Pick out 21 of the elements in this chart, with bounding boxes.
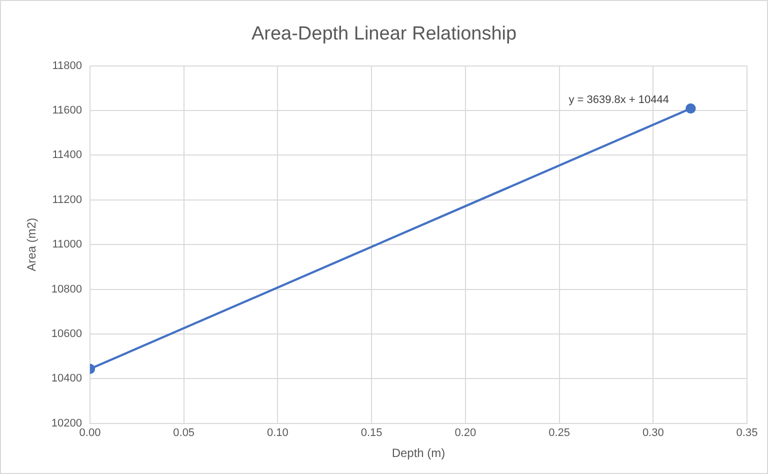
x-tick-label: 0.25 <box>548 427 570 440</box>
y-tick-label: 11200 <box>52 194 82 206</box>
y-tick-label: 11000 <box>52 238 82 251</box>
x-tick-label: 0.00 <box>79 427 101 440</box>
x-tick-label: 0.20 <box>454 427 476 440</box>
x-tick-label: 0.15 <box>360 427 382 440</box>
y-tick-label: 11800 <box>52 60 82 72</box>
x-axis-title: Depth (m) <box>392 446 446 460</box>
y-axis-title: Area (m2) <box>24 218 39 272</box>
x-tick-label: 0.30 <box>642 427 664 440</box>
chart-title: Area-Depth Linear Relationship <box>251 24 517 45</box>
x-tick-label: 0.05 <box>173 427 195 440</box>
y-tick-label: 10800 <box>51 283 82 296</box>
annotation: y = 3639.8x + 10444 <box>568 94 669 106</box>
y-tick-label: 10600 <box>51 328 82 340</box>
x-tick-label: 0.10 <box>266 427 288 440</box>
y-tick-label: 10200 <box>51 417 82 430</box>
y-tick-label: 11600 <box>52 104 82 117</box>
x-tick-label: 0.35 <box>736 427 758 440</box>
y-tick-label: 11400 <box>52 149 82 162</box>
y-tick-label: 10400 <box>51 372 82 385</box>
